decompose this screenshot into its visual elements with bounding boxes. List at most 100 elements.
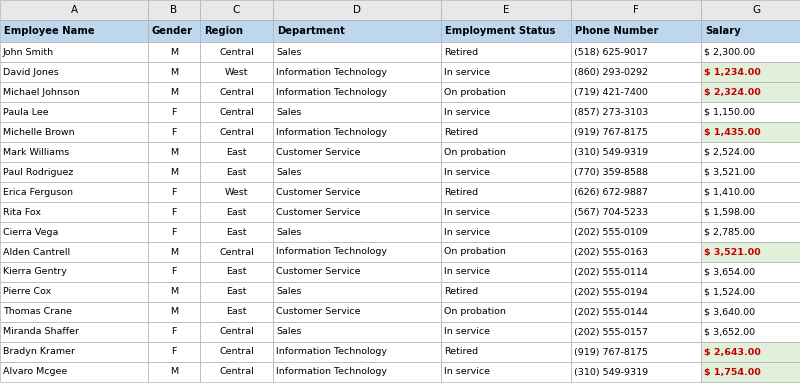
Text: Information Technology: Information Technology xyxy=(276,247,387,256)
Bar xyxy=(701,262,800,282)
Text: Bradyn Kramer: Bradyn Kramer xyxy=(3,347,75,356)
Text: In service: In service xyxy=(444,168,490,177)
Bar xyxy=(200,202,273,222)
Bar xyxy=(441,302,571,322)
Text: On probation: On probation xyxy=(444,147,506,156)
Text: Customer Service: Customer Service xyxy=(276,307,361,317)
Text: $ 2,324.00: $ 2,324.00 xyxy=(704,88,761,96)
Bar xyxy=(148,0,200,20)
Bar xyxy=(200,142,273,162)
Text: Kierra Gentry: Kierra Gentry xyxy=(3,268,67,277)
Text: Central: Central xyxy=(219,368,254,377)
Bar xyxy=(701,122,800,142)
Bar xyxy=(0,82,148,102)
Text: On probation: On probation xyxy=(444,307,506,317)
Bar xyxy=(200,222,273,242)
Text: B: B xyxy=(170,5,178,15)
Text: Mark Williams: Mark Williams xyxy=(3,147,70,156)
Bar xyxy=(0,362,148,382)
Text: On probation: On probation xyxy=(444,247,506,256)
Text: East: East xyxy=(226,168,246,177)
Text: Information Technology: Information Technology xyxy=(276,88,387,96)
Bar xyxy=(441,20,571,42)
Text: (310) 549-9319: (310) 549-9319 xyxy=(574,147,648,156)
Bar xyxy=(148,262,200,282)
Text: Central: Central xyxy=(219,247,254,256)
Bar xyxy=(441,162,571,182)
Text: (518) 625-9017: (518) 625-9017 xyxy=(574,47,648,56)
Text: East: East xyxy=(226,228,246,237)
Bar xyxy=(571,242,701,262)
Text: A: A xyxy=(70,5,78,15)
Bar xyxy=(441,102,571,122)
Bar xyxy=(200,262,273,282)
Text: $ 2,643.00: $ 2,643.00 xyxy=(704,347,761,356)
Text: Central: Central xyxy=(219,47,254,56)
Bar xyxy=(273,182,441,202)
Text: Gender: Gender xyxy=(152,26,193,36)
Bar xyxy=(200,102,273,122)
Bar xyxy=(273,162,441,182)
Bar xyxy=(148,302,200,322)
Text: M: M xyxy=(170,307,178,317)
Text: Central: Central xyxy=(219,88,254,96)
Text: F: F xyxy=(171,268,177,277)
Bar xyxy=(701,62,800,82)
Text: Central: Central xyxy=(219,128,254,137)
Text: Information Technology: Information Technology xyxy=(276,368,387,377)
Bar xyxy=(273,302,441,322)
Text: (626) 672-9887: (626) 672-9887 xyxy=(574,187,648,196)
Bar xyxy=(571,222,701,242)
Text: (202) 555-0163: (202) 555-0163 xyxy=(574,247,648,256)
Text: (202) 555-0157: (202) 555-0157 xyxy=(574,328,648,336)
Bar xyxy=(441,62,571,82)
Bar xyxy=(148,222,200,242)
Bar xyxy=(571,362,701,382)
Bar xyxy=(148,202,200,222)
Bar xyxy=(148,162,200,182)
Bar xyxy=(701,202,800,222)
Text: $ 2,785.00: $ 2,785.00 xyxy=(704,228,755,237)
Bar xyxy=(701,42,800,62)
Text: F: F xyxy=(171,228,177,237)
Text: $ 3,652.00: $ 3,652.00 xyxy=(704,328,755,336)
Bar xyxy=(441,182,571,202)
Text: Retired: Retired xyxy=(444,47,478,56)
Bar xyxy=(701,142,800,162)
Bar xyxy=(701,242,800,262)
Text: Central: Central xyxy=(219,328,254,336)
Text: Alvaro Mcgee: Alvaro Mcgee xyxy=(3,368,67,377)
Text: Miranda Shaffer: Miranda Shaffer xyxy=(3,328,79,336)
Bar xyxy=(571,162,701,182)
Text: $ 1,234.00: $ 1,234.00 xyxy=(704,68,761,77)
Text: East: East xyxy=(226,147,246,156)
Bar xyxy=(0,62,148,82)
Bar xyxy=(273,242,441,262)
Text: M: M xyxy=(170,368,178,377)
Bar xyxy=(200,42,273,62)
Text: Sales: Sales xyxy=(276,287,302,296)
Text: $ 1,754.00: $ 1,754.00 xyxy=(704,368,761,377)
Bar xyxy=(273,322,441,342)
Bar xyxy=(273,282,441,302)
Text: Customer Service: Customer Service xyxy=(276,187,361,196)
Bar xyxy=(273,62,441,82)
Text: F: F xyxy=(171,328,177,336)
Text: In service: In service xyxy=(444,268,490,277)
Bar xyxy=(273,342,441,362)
Text: Erica Ferguson: Erica Ferguson xyxy=(3,187,73,196)
Text: In service: In service xyxy=(444,368,490,377)
Text: Rita Fox: Rita Fox xyxy=(3,207,41,217)
Text: In service: In service xyxy=(444,328,490,336)
Text: $ 1,524.00: $ 1,524.00 xyxy=(704,287,755,296)
Text: (310) 549-9319: (310) 549-9319 xyxy=(574,368,648,377)
Bar xyxy=(701,182,800,202)
Bar xyxy=(0,262,148,282)
Bar xyxy=(273,202,441,222)
Text: Alden Cantrell: Alden Cantrell xyxy=(3,247,70,256)
Bar xyxy=(0,42,148,62)
Text: (202) 555-0109: (202) 555-0109 xyxy=(574,228,648,237)
Bar xyxy=(701,20,800,42)
Bar xyxy=(571,20,701,42)
Bar xyxy=(0,282,148,302)
